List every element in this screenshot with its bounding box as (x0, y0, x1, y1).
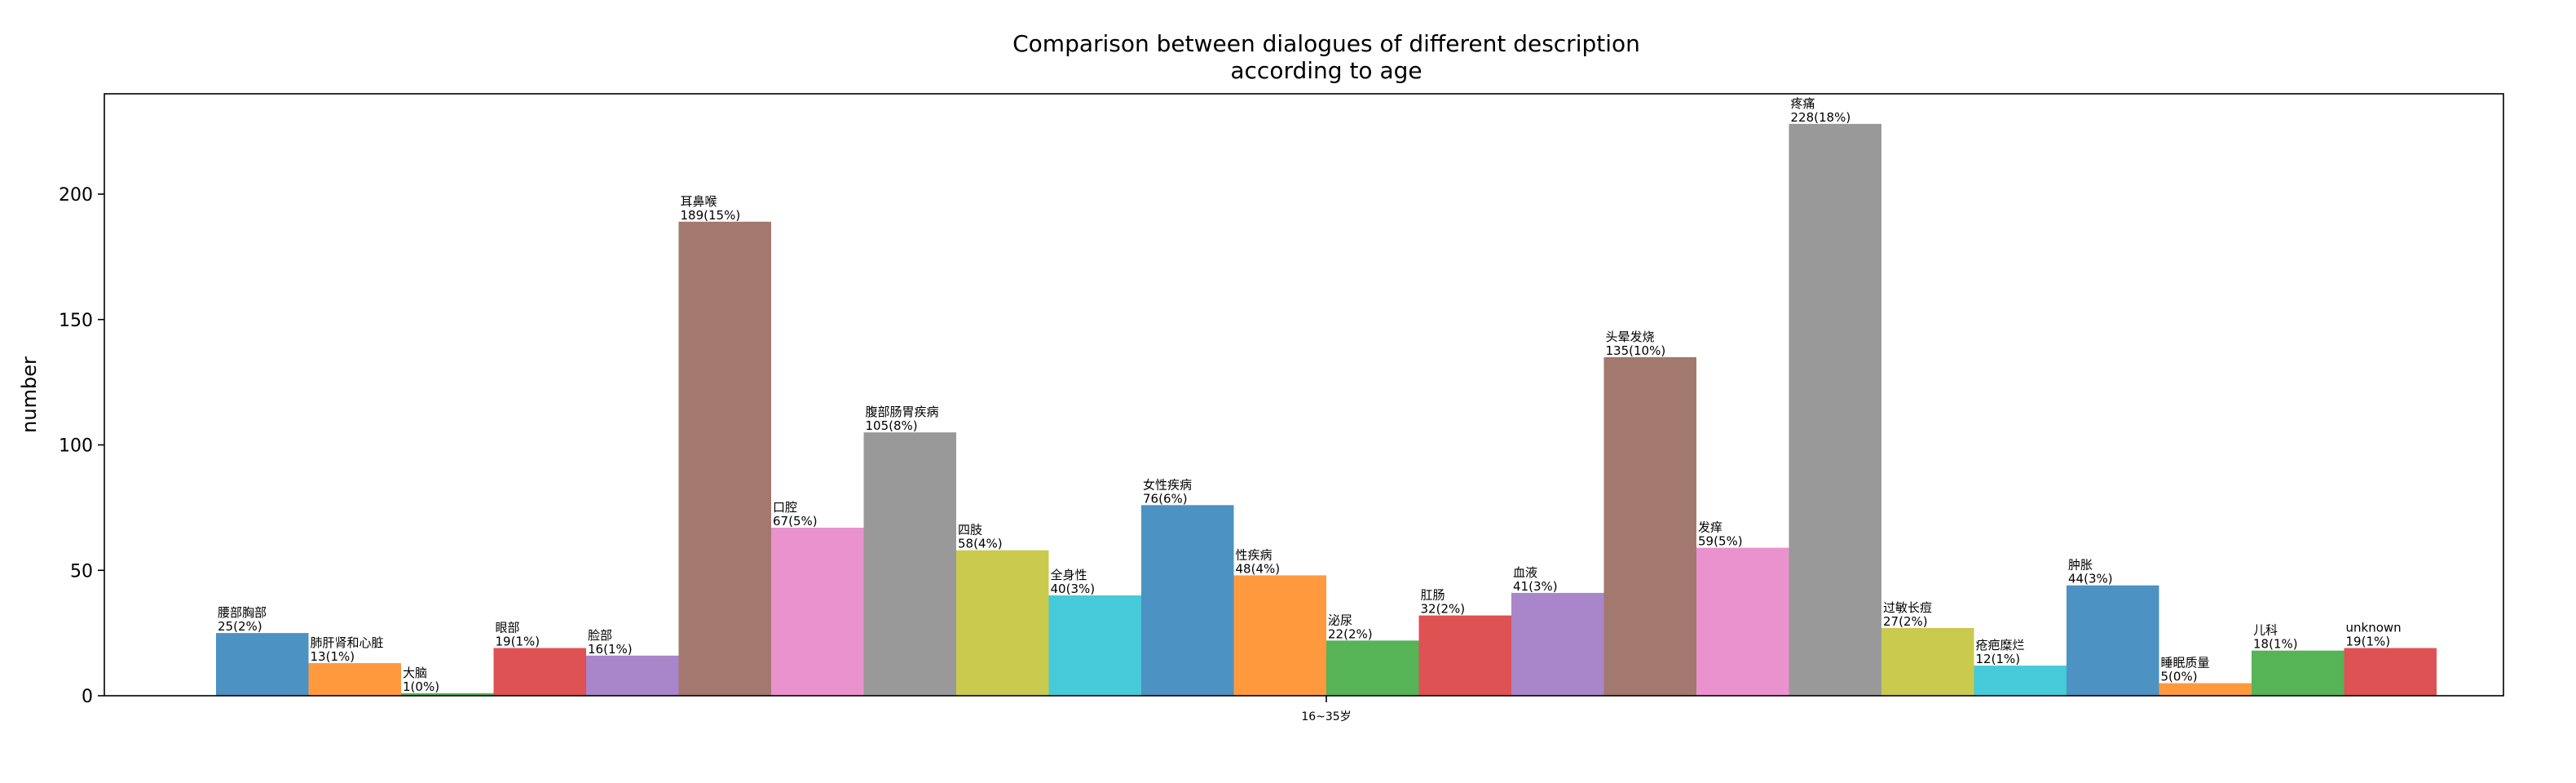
bar-2 (401, 692, 494, 696)
y-axis: 0 50 100 150 200 (59, 185, 104, 707)
bar-value-label-10: 76(6%) (1143, 491, 1188, 506)
bar-name-label-4: 脸部 (588, 628, 612, 643)
bar-value-label-2: 1(0%) (403, 679, 439, 694)
bar-value-label-7: 105(8%) (866, 418, 918, 433)
bar-value-label-14: 41(3%) (1513, 579, 1558, 594)
bar-value-label-1: 13(1%) (311, 649, 355, 664)
bar-name-label-8: 四肢 (958, 523, 982, 537)
y-tick-label-4: 200 (59, 185, 93, 206)
bar-name-label-7: 腹部肠胃疾病 (866, 405, 939, 419)
bar-4 (586, 655, 679, 696)
bar-11 (1233, 575, 1326, 696)
y-axis-label: number (18, 356, 41, 433)
bar-name-label-17: 疼痛 (1791, 96, 1815, 111)
bar-name-label-19: 疮疤糜烂 (1976, 638, 2025, 652)
bar-name-label-9: 全身性 (1051, 568, 1087, 582)
bar-name-label-11: 性疾病 (1236, 547, 1273, 562)
bar-19 (1974, 666, 2067, 696)
bar-value-label-11: 48(4%) (1236, 561, 1281, 576)
y-tick-label-3: 150 (59, 311, 93, 331)
bar-6 (771, 527, 864, 696)
y-tick-label-2: 100 (59, 436, 93, 457)
bar-16 (1696, 547, 1789, 696)
bar-10 (1141, 505, 1234, 696)
bar-name-label-10: 女性疾病 (1143, 477, 1192, 492)
bar-value-label-16: 59(5%) (1698, 534, 1743, 549)
bar-9 (1048, 595, 1141, 696)
y-tick-label-1: 50 (70, 561, 93, 582)
bar-value-label-22: 18(1%) (2253, 637, 2298, 652)
bar-name-label-23: unknown (2346, 621, 2402, 635)
bar-name-label-20: 肿胀 (2068, 558, 2093, 573)
x-axis: 16~35岁 (1301, 696, 1352, 723)
bar-name-label-21: 睡眠质量 (2161, 656, 2210, 670)
bar-value-label-8: 58(4%) (958, 537, 1003, 551)
bar-12 (1326, 640, 1419, 696)
bar-name-label-14: 血液 (1513, 565, 1537, 580)
bar-23 (2344, 648, 2437, 696)
bar-value-label-3: 19(1%) (496, 635, 540, 649)
plot-frame (104, 93, 2504, 697)
bar-value-label-17: 228(18%) (1791, 110, 1851, 125)
bar-0 (216, 633, 309, 696)
bar-3 (493, 648, 586, 696)
chart-title-line-1: Comparison between dialogues of differen… (1012, 30, 1640, 57)
bar-17 (1789, 123, 1881, 696)
bar-value-label-9: 40(3%) (1051, 582, 1096, 596)
bar-22 (2252, 650, 2344, 696)
bar-value-label-4: 16(1%) (588, 642, 633, 657)
bar-1 (308, 663, 401, 696)
x-tick-label-0: 16~35岁 (1301, 710, 1351, 723)
bar-7 (863, 432, 956, 696)
bar-value-label-20: 44(3%) (2068, 572, 2113, 586)
bar-name-label-18: 过敏长痘 (1883, 600, 1932, 615)
bar-value-label-18: 27(2%) (1883, 614, 1928, 629)
bar-value-label-0: 25(2%) (218, 619, 262, 634)
bar-value-label-5: 189(15%) (681, 208, 741, 223)
bar-name-label-0: 腰部胸部 (218, 605, 267, 620)
bar-value-label-15: 135(10%) (1606, 343, 1666, 358)
bar-name-label-1: 肺肝肾和心脏 (311, 635, 384, 650)
bar-name-label-12: 泌尿 (1328, 613, 1352, 627)
bar-18 (1881, 627, 1974, 696)
bar-name-label-5: 耳鼻喉 (681, 194, 717, 209)
bar-13 (1418, 615, 1511, 696)
bar-value-label-12: 22(2%) (1328, 626, 1373, 641)
bar-15 (1603, 356, 1696, 696)
chart-title-line-2: according to age (1230, 57, 1422, 84)
bar-8 (956, 550, 1049, 696)
bar-name-label-13: 肛肠 (1421, 588, 1445, 603)
bar-5 (678, 221, 771, 696)
bar-value-label-13: 32(2%) (1421, 602, 1466, 617)
bar-14 (1511, 592, 1604, 696)
bar-value-label-6: 67(5%) (773, 514, 818, 529)
bar-name-label-16: 发痒 (1698, 520, 1722, 535)
bar-name-label-15: 头晕发烧 (1606, 330, 1655, 344)
y-tick-label-0: 0 (82, 687, 93, 707)
bar-name-label-6: 口腔 (773, 500, 797, 515)
bar-21 (2159, 683, 2252, 696)
bar-value-label-23: 19(1%) (2346, 635, 2391, 649)
bar-name-label-3: 眼部 (496, 621, 520, 635)
bar-value-label-19: 12(1%) (1976, 652, 2021, 666)
bar-name-label-2: 大脑 (403, 666, 427, 680)
bar-name-label-22: 儿科 (2253, 623, 2278, 638)
bar-20 (2067, 585, 2159, 696)
bar-value-label-21: 5(0%) (2161, 670, 2198, 684)
